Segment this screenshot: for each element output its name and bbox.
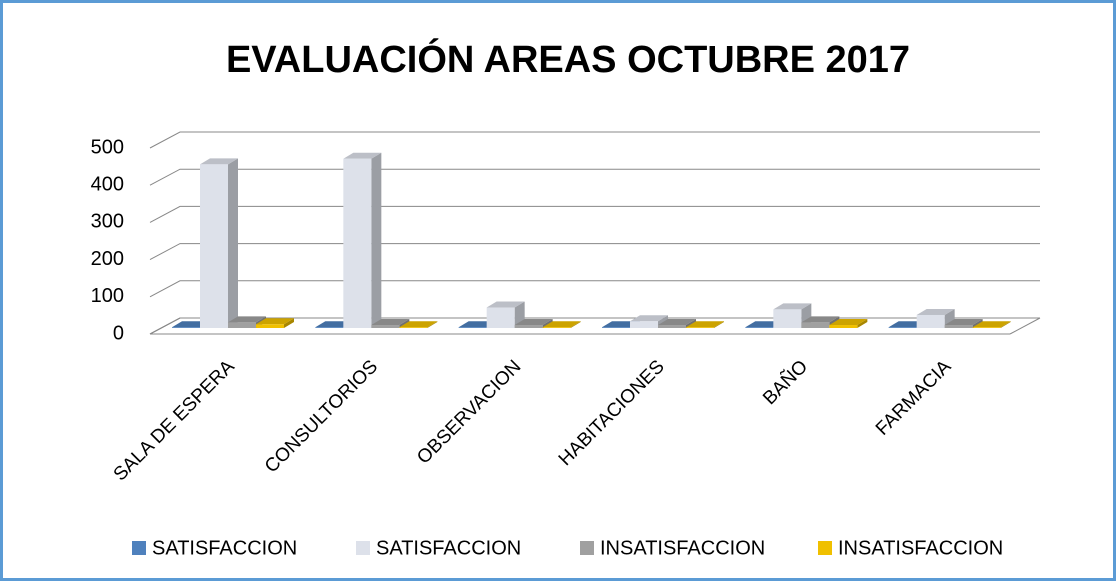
bar (542, 321, 581, 328)
grid-line (149, 168, 1040, 186)
bar-front (745, 327, 774, 328)
bar-side (284, 318, 294, 328)
bar (200, 158, 238, 328)
bar (256, 318, 294, 328)
bar-front (172, 327, 200, 328)
bar-front (773, 309, 802, 328)
bar-top (686, 321, 724, 328)
legend-swatch (580, 541, 594, 555)
bar-side (570, 321, 581, 328)
bar (829, 319, 868, 328)
bar-front (602, 327, 630, 328)
legend-label: INSATISFACCION (600, 537, 765, 559)
bar-top (801, 316, 840, 323)
bar-front (888, 327, 917, 328)
bar-front (343, 158, 372, 328)
bar (399, 321, 438, 328)
y-tick-label: 200 (91, 248, 124, 270)
bar (658, 319, 696, 328)
bar-front (371, 325, 400, 328)
legend-swatch (356, 541, 370, 555)
bar-side (427, 321, 438, 328)
y-tick-label: 100 (91, 285, 124, 307)
bar-top (829, 319, 868, 326)
bar-front (972, 327, 1001, 328)
bar-side (857, 319, 868, 328)
bar-front (944, 325, 973, 328)
bar-front (514, 325, 543, 328)
bar-top (542, 321, 581, 328)
y-tick-label: 500 (91, 136, 124, 158)
bar-front (486, 307, 515, 328)
bar-top (399, 321, 438, 328)
legend-label: SATISFACCION (376, 537, 521, 559)
grid-line (149, 317, 1040, 335)
bar (972, 321, 1011, 328)
legend-label: SATISFACCION (152, 537, 297, 559)
bar (371, 319, 410, 328)
bar-top (916, 308, 955, 315)
y-tick-label: 300 (91, 211, 124, 233)
bar-front (200, 164, 228, 328)
grid-line (149, 243, 1040, 261)
bar-front (228, 322, 256, 328)
y-tick-label: 0 (113, 322, 124, 344)
grid-line (149, 205, 1040, 223)
bar (944, 319, 983, 328)
bar (514, 319, 553, 328)
y-tick-label: 400 (91, 173, 124, 195)
bar-side (228, 158, 238, 328)
bar-side (1000, 321, 1011, 328)
grid-line (149, 280, 1040, 298)
bar-top (630, 315, 668, 322)
bar-top (486, 301, 525, 308)
bar-front (542, 327, 571, 328)
bar (686, 321, 724, 328)
bar-side (371, 152, 382, 328)
bar-top (256, 318, 294, 325)
bar-front (916, 314, 945, 328)
bar (343, 152, 382, 328)
bar-front (315, 327, 344, 328)
bar-front (630, 321, 658, 328)
bar-top (200, 158, 238, 165)
bar-top (514, 319, 553, 326)
legend-label: INSATISFACCION (838, 537, 1003, 559)
bar-front (458, 327, 487, 328)
bar-side (714, 321, 724, 328)
grid-line (149, 131, 1040, 149)
bar-front (801, 322, 830, 328)
legend-swatch (818, 541, 832, 555)
bar-top (658, 319, 696, 326)
bar-side (972, 319, 983, 328)
bar-top (371, 319, 410, 326)
bar-top (773, 303, 812, 310)
bar-front (686, 327, 714, 328)
bar-front (256, 324, 284, 328)
legend-swatch (132, 541, 146, 555)
bar-top (343, 152, 382, 159)
bar-front (829, 325, 858, 328)
bar-top (944, 319, 983, 326)
axis-line (1009, 317, 1041, 335)
bar-side (542, 319, 553, 328)
bar-top (228, 316, 266, 323)
bar-front (658, 325, 686, 328)
bar-side (686, 319, 696, 328)
chart-title: EVALUACIÓN AREAS OCTUBRE 2017 (226, 37, 910, 81)
bar-front (399, 327, 428, 328)
bar-top (972, 321, 1011, 328)
bar-side (399, 319, 410, 328)
